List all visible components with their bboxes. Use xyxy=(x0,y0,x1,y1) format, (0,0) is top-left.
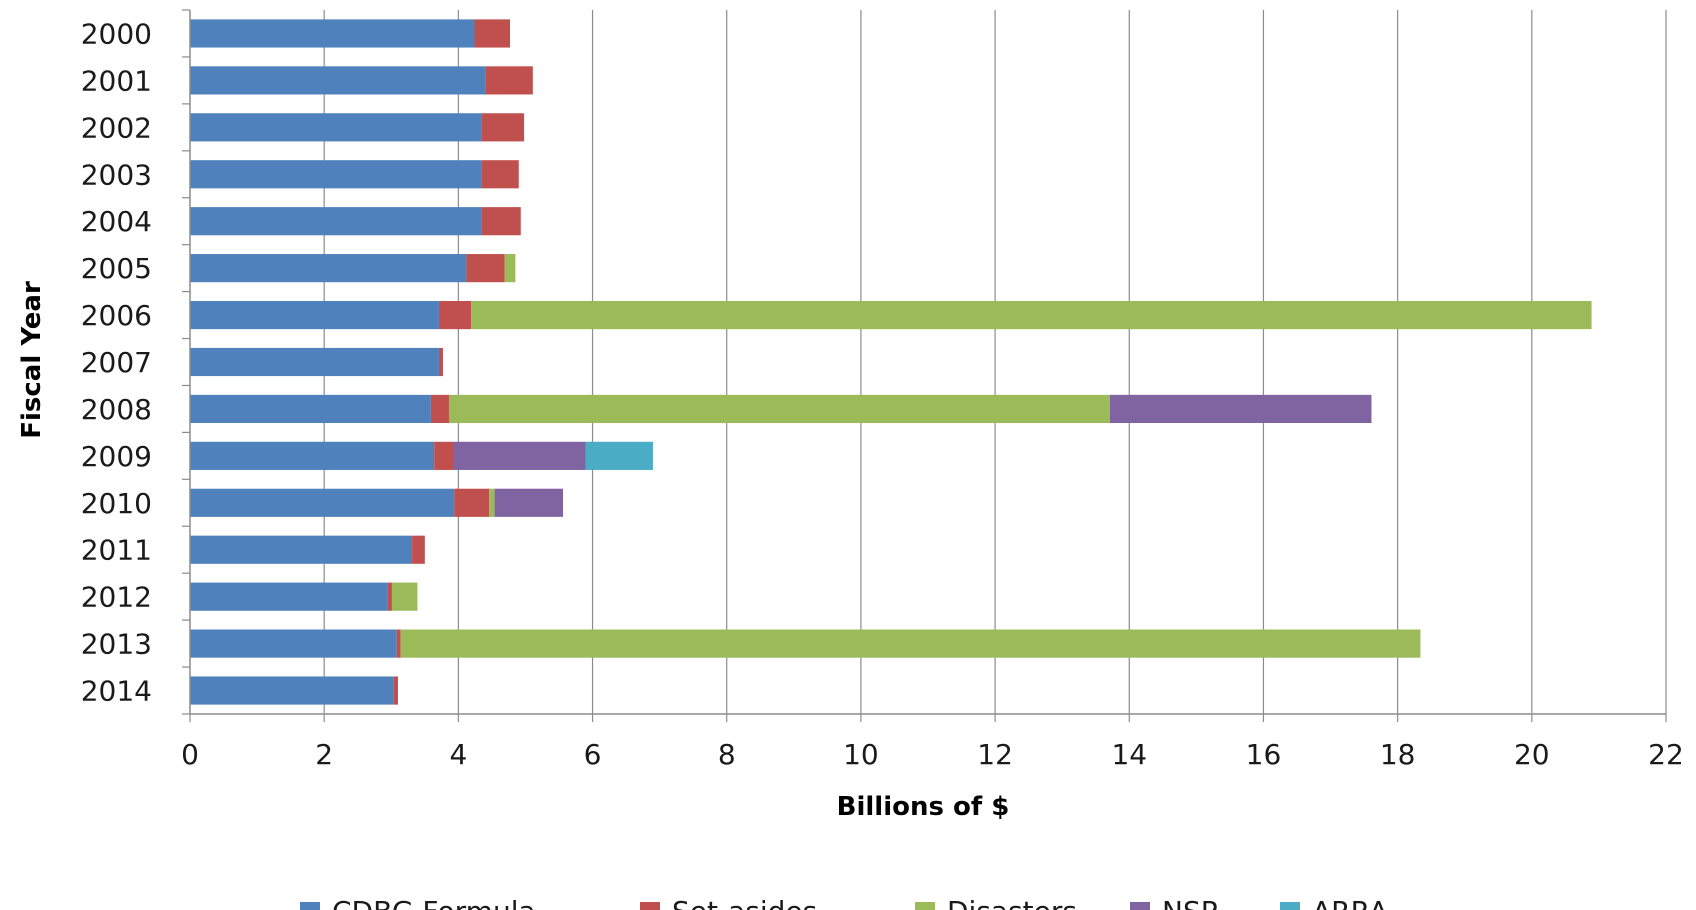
legend: CDBG Formula Set-asides Disasters NSP ARRA xyxy=(300,895,1388,910)
y-tick-label: 2006 xyxy=(81,299,152,332)
bar-segment xyxy=(1109,394,1372,424)
y-tick-label: 2008 xyxy=(81,393,152,426)
bar-segment xyxy=(454,488,490,517)
bar-segment xyxy=(471,300,1592,330)
bar-segment xyxy=(190,207,482,236)
bar-segment xyxy=(190,300,439,330)
bar-segment xyxy=(190,629,397,658)
y-axis-title: Fiscal Year xyxy=(17,281,47,439)
bar-segment xyxy=(504,254,516,283)
bar-segment xyxy=(485,66,533,95)
bar-segment xyxy=(412,535,425,564)
legend-item: Disasters xyxy=(915,895,1077,910)
bar-segment xyxy=(494,488,564,517)
bar-segment xyxy=(190,582,388,611)
bar-segment xyxy=(190,394,431,424)
bar-segment xyxy=(391,582,418,611)
legend-label: ARRA xyxy=(1312,895,1388,910)
y-tick-label: 2011 xyxy=(81,534,152,567)
legend-swatch xyxy=(1280,902,1300,910)
bar-segment xyxy=(585,441,653,470)
x-tick-label: 20 xyxy=(1514,738,1550,771)
legend-item: ARRA xyxy=(1280,895,1388,910)
x-tick-label: 22 xyxy=(1648,738,1684,771)
y-tick-label: 2009 xyxy=(81,440,152,473)
y-tick-label: 2014 xyxy=(81,675,152,708)
x-tick-label: 12 xyxy=(977,738,1013,771)
legend-label: Disasters xyxy=(947,895,1077,910)
legend-label: NSP xyxy=(1162,895,1218,910)
bar-segment xyxy=(481,160,519,189)
bar-segment xyxy=(481,207,521,236)
legend-item: NSP xyxy=(1130,895,1218,910)
x-tick-label: 16 xyxy=(1246,738,1282,771)
y-tick-label: 2002 xyxy=(81,111,152,144)
bar-segment xyxy=(190,676,394,705)
bar-segment xyxy=(489,488,495,517)
y-tick-label: 2010 xyxy=(81,487,152,520)
bar-segment xyxy=(190,19,475,48)
y-tick-label: 2005 xyxy=(81,252,152,285)
bar-segment xyxy=(430,394,449,424)
x-tick-label: 14 xyxy=(1111,738,1147,771)
x-axis-title: Billions of $ xyxy=(837,792,1010,822)
x-tick-label: 6 xyxy=(584,738,602,771)
bar-segment xyxy=(190,160,482,189)
y-tick-label: 2012 xyxy=(81,581,152,614)
bar-segment xyxy=(190,66,486,95)
x-tick-label: 2 xyxy=(315,738,333,771)
legend-label: Set-asides xyxy=(672,895,817,910)
bar-segment xyxy=(190,254,467,283)
bar-segment xyxy=(393,676,398,705)
legend-swatch xyxy=(640,902,660,910)
x-tick-label: 4 xyxy=(449,738,467,771)
legend-item: Set-asides xyxy=(640,895,817,910)
x-tick-label: 0 xyxy=(181,738,199,771)
y-tick-label: 2013 xyxy=(81,628,152,661)
bar-segment xyxy=(452,441,586,470)
y-tick-label: 2001 xyxy=(81,64,152,97)
bar-segment xyxy=(190,488,455,517)
bars xyxy=(190,19,1592,705)
y-tick-label: 2000 xyxy=(81,17,152,50)
bar-segment xyxy=(400,629,1421,658)
bar-segment xyxy=(481,113,525,142)
bar-segment xyxy=(190,441,435,470)
y-tick-label: 2007 xyxy=(81,346,152,379)
legend-swatch xyxy=(1130,902,1150,910)
legend-item: CDBG Formula xyxy=(300,895,536,910)
grid-lines xyxy=(323,10,1667,714)
legend-swatch xyxy=(915,902,935,910)
tick-labels: 0 2 4 6 8 10 12 14 16 18 20 22 2000 2001 2002 2003 2004 2… xyxy=(81,17,1684,771)
bar-segment xyxy=(387,582,392,611)
x-tick-label: 18 xyxy=(1380,738,1416,771)
x-tick-label: 8 xyxy=(718,738,736,771)
bar-segment xyxy=(190,113,482,142)
bar-segment xyxy=(438,300,472,330)
y-tick-label: 2003 xyxy=(81,158,152,191)
bar-segment xyxy=(448,394,1110,424)
bar-segment xyxy=(396,629,401,658)
x-tick-label: 10 xyxy=(843,738,879,771)
bar-segment xyxy=(190,347,439,377)
bar-segment xyxy=(466,254,505,283)
bar-segment xyxy=(438,347,443,377)
bar-segment xyxy=(474,19,511,48)
legend-label: CDBG Formula xyxy=(332,895,536,910)
bar-segment xyxy=(190,535,413,564)
y-tick-label: 2004 xyxy=(81,205,152,238)
legend-swatch xyxy=(300,902,320,910)
axes xyxy=(182,9,1667,722)
bar-segment xyxy=(434,441,453,470)
